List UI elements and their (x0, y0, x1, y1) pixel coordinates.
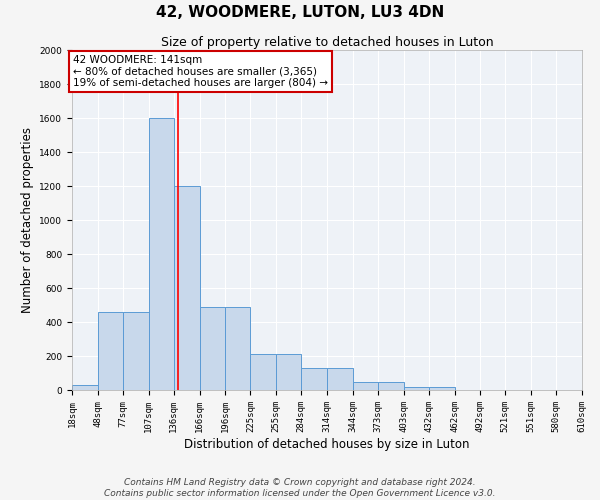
Bar (199, 306, 226, 390)
Bar (428, 386, 455, 390)
Bar (327, 368, 353, 390)
Bar (276, 354, 301, 390)
Bar (123, 312, 149, 390)
Bar (353, 382, 378, 390)
Bar (378, 382, 404, 390)
Bar (98, 312, 123, 390)
Text: 42 WOODMERE: 141sqm
← 80% of detached houses are smaller (3,365)
19% of semi-det: 42 WOODMERE: 141sqm ← 80% of detached ho… (73, 55, 328, 88)
Bar (72, 385, 98, 390)
Text: Contains HM Land Registry data © Crown copyright and database right 2024.
Contai: Contains HM Land Registry data © Crown c… (104, 478, 496, 498)
Bar (250, 354, 276, 390)
Bar (301, 368, 327, 390)
Bar (173, 186, 199, 390)
Bar (149, 118, 173, 390)
Title: Size of property relative to detached houses in Luton: Size of property relative to detached ho… (161, 36, 493, 49)
Y-axis label: Number of detached properties: Number of detached properties (21, 127, 34, 313)
Bar (226, 306, 250, 390)
Text: 42, WOODMERE, LUTON, LU3 4DN: 42, WOODMERE, LUTON, LU3 4DN (156, 5, 444, 20)
X-axis label: Distribution of detached houses by size in Luton: Distribution of detached houses by size … (184, 438, 470, 450)
Bar (404, 386, 428, 390)
